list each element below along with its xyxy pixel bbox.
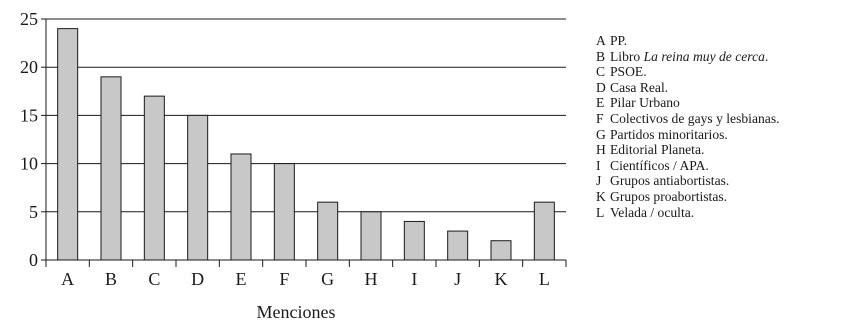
legend-item-l: L Velada / oculta.	[596, 205, 780, 221]
bar-d	[187, 114, 209, 261]
bar-f	[273, 163, 295, 261]
y-tick-label: 5	[29, 202, 38, 222]
y-tick-label: 20	[20, 57, 38, 77]
legend-item-d: D Casa Real.	[596, 80, 780, 96]
bar-l	[533, 201, 555, 261]
legend-item-a: A PP.	[596, 33, 780, 49]
legend-label: Libro	[610, 48, 644, 64]
legend-key: B	[596, 48, 606, 64]
legend-label: Partidos minoritarios.	[610, 126, 728, 142]
legend-label: Científicos / APA.	[610, 157, 709, 173]
x-tick-label-l: L	[539, 269, 550, 289]
bar-e	[230, 153, 252, 261]
legend-item-h: H Editorial Planeta.	[596, 142, 780, 158]
legend-item-b: B Libro La reina muy de cerca.	[596, 49, 780, 65]
legend: A PP. B Libro La reina muy de cerca. C PSOE. D…	[596, 33, 780, 220]
y-tick-label: 0	[29, 250, 38, 270]
legend-label: PSOE.	[610, 64, 647, 80]
legend-key: I	[596, 157, 601, 173]
legend-item-f: F Colectivos de gays y lesbianas.	[596, 111, 780, 127]
legend-key: G	[596, 126, 606, 142]
legend-label: Grupos antiabortistas.	[610, 173, 730, 189]
legend-label: Colectivos de gays y lesbianas.	[610, 110, 780, 126]
legend-key: C	[596, 64, 606, 80]
y-tick-label: 25	[20, 9, 38, 29]
legend-key: A	[596, 33, 606, 48]
legend-key: L	[596, 204, 605, 220]
x-tick-label-i: I	[411, 269, 417, 289]
legend-label: Editorial Planeta.	[610, 142, 705, 158]
x-tick-label-j: J	[454, 269, 461, 289]
axes	[41, 18, 567, 267]
legend-key: H	[596, 142, 606, 158]
y-tick-label: 10	[20, 154, 38, 174]
legend-label: Velada / oculta.	[610, 204, 695, 220]
x-tick-label-c: C	[148, 269, 160, 289]
bar-b	[100, 76, 122, 261]
x-tick-label-d: D	[191, 269, 204, 289]
legend-item-i: I Científicos / APA.	[596, 158, 780, 174]
legend-label-tail: .	[764, 48, 769, 64]
bar-a	[57, 28, 79, 261]
x-tick-label-k: K	[495, 269, 508, 289]
x-tick-label-h: H	[365, 269, 378, 289]
legend-label: Grupos proabortistas.	[610, 188, 728, 204]
x-axis-title: Menciones	[257, 302, 336, 322]
legend-item-e: E Pilar Urbano	[596, 95, 780, 111]
legend-key: J	[596, 173, 602, 189]
legend-label-italic: La reina muy de cerca	[643, 48, 765, 64]
legend-label: Pilar Urbano	[610, 95, 680, 111]
bar-i	[403, 220, 425, 261]
bar-h	[360, 211, 382, 261]
x-tick-label-e: E	[236, 269, 247, 289]
bar-j	[447, 230, 469, 261]
legend-key: F	[596, 110, 604, 126]
x-tick-label-f: F	[279, 269, 289, 289]
legend-item-c: C PSOE.	[596, 64, 780, 80]
legend-item-g: G Partidos minoritarios.	[596, 127, 780, 143]
bar-c	[143, 95, 165, 261]
legend-label: Casa Real.	[610, 79, 669, 95]
x-tick-label-b: B	[105, 269, 117, 289]
legend-label: PP.	[610, 33, 628, 48]
y-tick-label: 15	[20, 105, 38, 125]
legend-item-k: K Grupos proabortistas.	[596, 189, 780, 205]
legend-item-j: J Grupos antiabortistas.	[596, 173, 780, 189]
legend-key: D	[596, 79, 606, 95]
bar-k	[490, 240, 512, 261]
x-tick-label-a: A	[61, 269, 74, 289]
bars	[57, 28, 555, 261]
legend-key: E	[596, 95, 605, 111]
legend-key: K	[596, 188, 606, 204]
tick-labels: 0 5 10 15 20 25 A B C D E F G H I J K L	[20, 9, 550, 289]
gridlines	[46, 18, 566, 213]
bar-g	[317, 201, 339, 261]
x-tick-label-g: G	[321, 269, 334, 289]
